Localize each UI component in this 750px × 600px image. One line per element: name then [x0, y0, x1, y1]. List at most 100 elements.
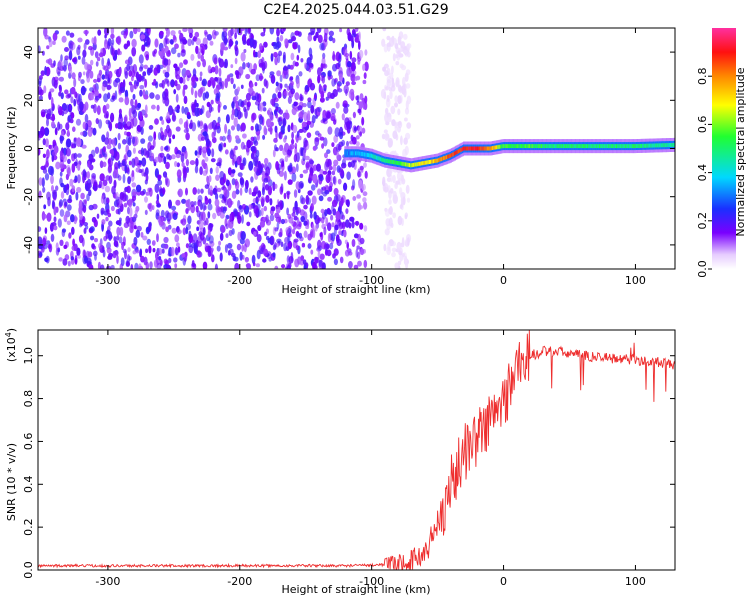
- noise-dot: [399, 204, 403, 210]
- noise-dot: [268, 257, 272, 262]
- noise-dot: [348, 261, 353, 269]
- noise-dot: [104, 74, 109, 80]
- noise-dot: [195, 205, 199, 213]
- noise-dot: [65, 147, 71, 157]
- noise-dot: [170, 30, 176, 36]
- noise-dot: [350, 61, 356, 72]
- noise-dot: [185, 226, 189, 235]
- noise-dot: [64, 201, 68, 207]
- noise-dot: [63, 214, 68, 223]
- noise-dot: [55, 161, 61, 170]
- noise-dot: [104, 185, 111, 193]
- noise-dot: [68, 104, 72, 112]
- ridge-core: [625, 144, 628, 149]
- noise-dot: [103, 235, 108, 242]
- noise-dot: [208, 175, 212, 183]
- noise-dot: [277, 91, 282, 99]
- noise-dot: [134, 209, 138, 215]
- noise-dot: [101, 134, 106, 143]
- y-tick-label: -40: [22, 236, 35, 254]
- snr-y-ticks: 0.00.20.40.60.81.0: [22, 347, 675, 579]
- noise-dot: [103, 113, 109, 119]
- noise-dot: [98, 52, 104, 58]
- noise-dot: [132, 191, 137, 196]
- noise-dot: [327, 196, 333, 202]
- noise-dot: [399, 85, 403, 94]
- noise-dot: [147, 187, 152, 193]
- x-tick-label: -100: [359, 274, 384, 287]
- noise-dot: [185, 199, 190, 208]
- noise-dot: [197, 51, 201, 59]
- noise-dot: [71, 245, 77, 251]
- noise-dot: [165, 35, 168, 45]
- noise-dot: [114, 162, 119, 170]
- noise-dot: [361, 127, 366, 134]
- noise-dot: [185, 69, 191, 76]
- noise-dot: [140, 231, 144, 238]
- ridge-core: [571, 144, 574, 149]
- noise-dot: [346, 199, 350, 208]
- noise-dot: [182, 76, 186, 85]
- noise-dot: [194, 150, 198, 156]
- noise-dot: [334, 224, 339, 231]
- noise-dot: [63, 108, 68, 115]
- ridge-core: [489, 146, 492, 151]
- noise-dot: [279, 74, 283, 83]
- x-tick-label: -300: [95, 274, 120, 287]
- noise-dot: [397, 95, 402, 105]
- noise-dot: [298, 128, 304, 133]
- noise-dot: [195, 38, 201, 46]
- noise-dot: [183, 121, 188, 129]
- ridge-core: [606, 144, 609, 149]
- noise-dot: [333, 258, 338, 266]
- noise-dot: [281, 160, 285, 167]
- noise-dot: [334, 127, 340, 137]
- noise-dot: [307, 34, 313, 42]
- noise-dot: [217, 116, 221, 124]
- noise-dot: [108, 70, 113, 79]
- snr-series: [38, 330, 675, 570]
- noise-dot: [136, 162, 142, 168]
- noise-dot: [50, 174, 54, 185]
- noise-dot: [231, 169, 236, 174]
- noise-dot: [287, 166, 293, 173]
- noise-dot: [272, 244, 276, 251]
- noise-dot: [154, 156, 159, 163]
- noise-dot: [299, 110, 304, 120]
- noise-dot: [327, 70, 332, 77]
- snr-scale-factor: (x104): [4, 328, 18, 362]
- noise-dot: [386, 116, 392, 123]
- noise-dot: [402, 49, 408, 55]
- noise-dot: [396, 241, 402, 251]
- noise-dot: [70, 256, 75, 261]
- noise-dot: [46, 45, 50, 50]
- noise-dot: [236, 86, 241, 92]
- ridge-core: [658, 143, 661, 148]
- noise-dot: [401, 237, 405, 247]
- noise-dot: [149, 92, 155, 99]
- noise-dot: [71, 185, 76, 193]
- noise-dot: [155, 81, 159, 89]
- noise-dot: [258, 43, 263, 51]
- noise-dot: [299, 173, 304, 179]
- noise-dot: [254, 92, 260, 102]
- noise-dot: [298, 232, 303, 239]
- noise-dot: [389, 90, 393, 100]
- noise-dot: [105, 103, 110, 110]
- noise-dot: [198, 220, 204, 230]
- noise-dot: [145, 226, 150, 235]
- noise-dot: [346, 28, 351, 36]
- noise-dot: [234, 32, 238, 40]
- noise-dot: [364, 170, 368, 179]
- noise-dot: [350, 160, 355, 168]
- noise-dot: [236, 243, 242, 251]
- noise-dot: [294, 142, 298, 149]
- noise-dot: [265, 80, 269, 89]
- noise-dot: [319, 232, 323, 237]
- noise-dot: [107, 158, 111, 164]
- noise-dot: [216, 125, 221, 134]
- noise-dot: [245, 62, 249, 68]
- noise-dot: [174, 68, 178, 79]
- noise-dot: [168, 212, 174, 220]
- noise-dot: [404, 212, 408, 218]
